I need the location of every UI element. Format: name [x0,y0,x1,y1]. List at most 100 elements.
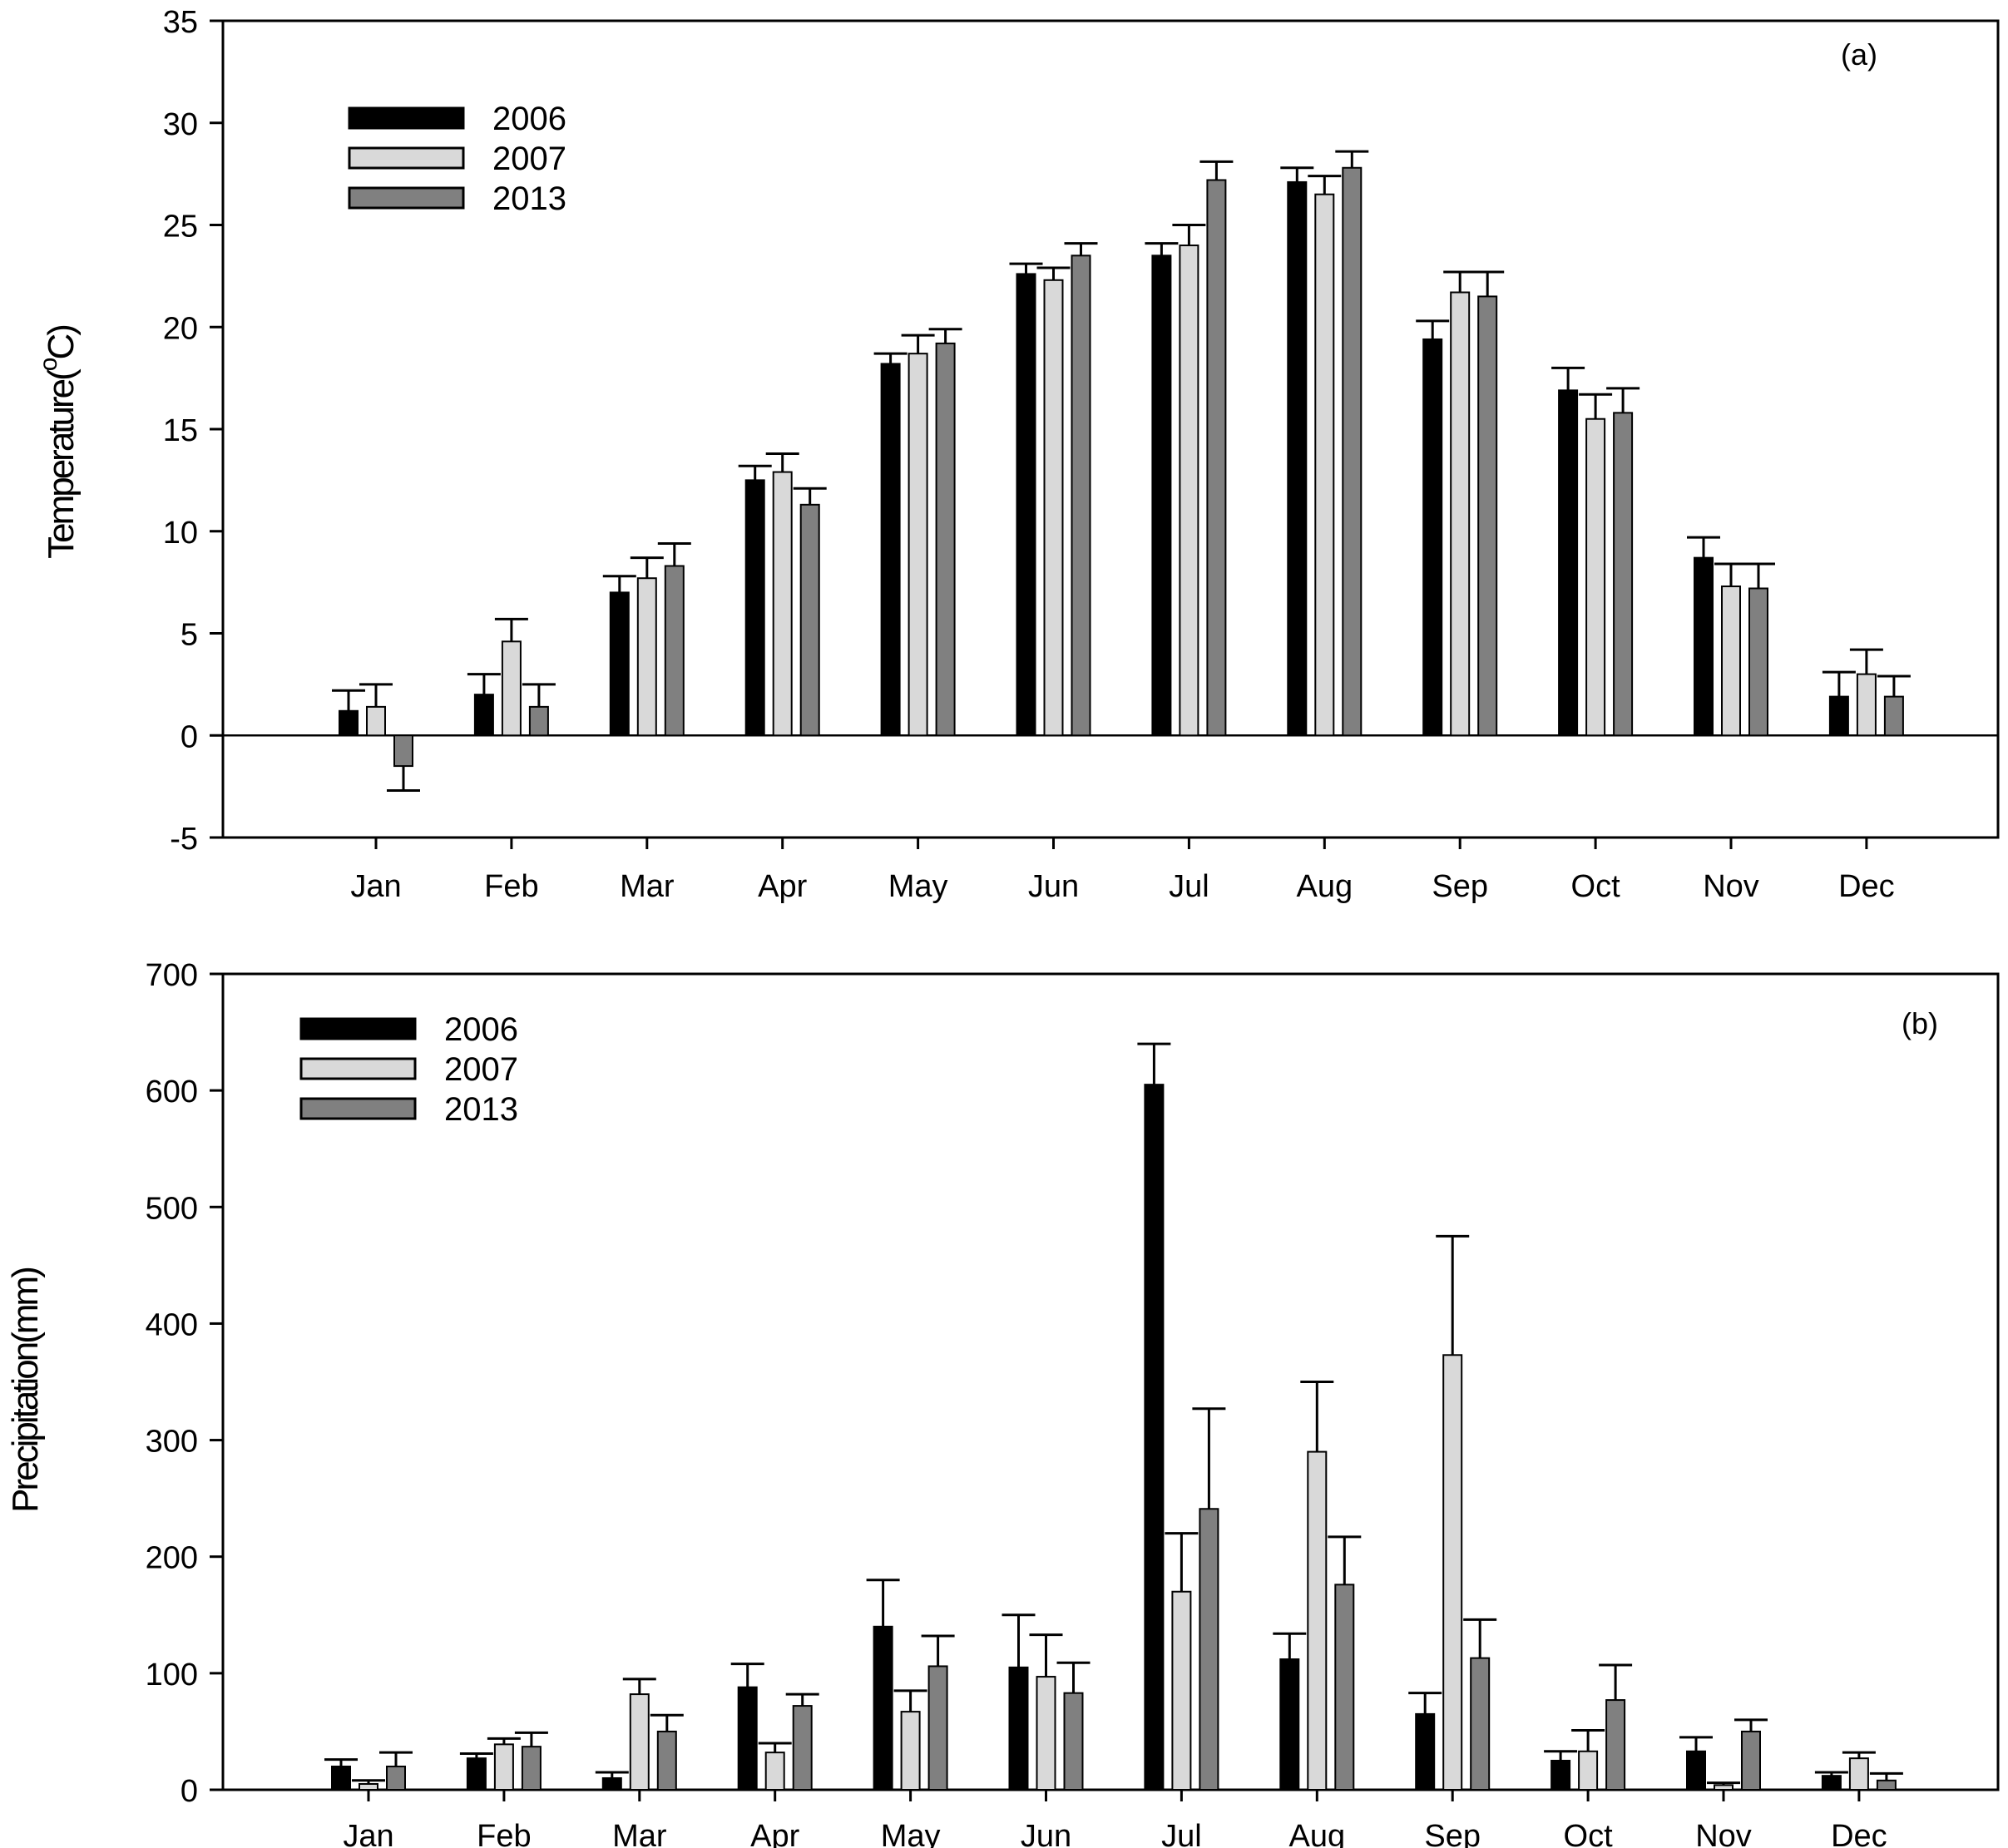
bar-2007-may [908,353,928,737]
x-tick-label: May [881,1819,941,1848]
bar-2007-jul [1179,245,1199,737]
bar-2013-feb [528,705,549,737]
bar-2007-apr [772,471,793,737]
y-axis-title: Precipitation(mm) [5,1268,46,1513]
y-tick-label: 600 [146,1075,198,1109]
bar-2013-oct [1605,1699,1626,1791]
bar-2007-jun [1036,1676,1056,1791]
bar-2007-nov [1714,1784,1734,1791]
y-axis-title-unit: C) [41,326,82,360]
y-tick-label: 20 [163,311,198,346]
bar-2007-oct [1578,1750,1599,1791]
bar-2013-may [935,342,956,737]
x-tick-label: Apr [750,1819,799,1848]
x-tick-label: Jul [1169,869,1209,904]
y-tick-label: 0 [181,1774,198,1809]
bar-2007-dec [1856,673,1877,737]
bar-series [332,150,1911,793]
bar-2006-apr [737,1686,758,1791]
x-tick-label: Nov [1703,869,1759,904]
bar-2006-dec [1828,695,1849,737]
y-tick-label: 700 [146,958,198,993]
legend-swatch-2006 [348,106,465,130]
bar-2013-oct [1613,412,1634,737]
bar-2013-apr [792,1705,813,1791]
legend-label-2007: 2007 [444,1051,518,1088]
bar-2013-aug [1342,166,1363,737]
y-tick-label: 10 [163,516,198,551]
legend-label-2007: 2007 [492,141,566,177]
x-tick-label: Mar [620,869,675,904]
y-tick-label: 200 [146,1541,198,1576]
bar-2006-sep [1415,1712,1436,1791]
legend-swatch-2013 [348,186,465,210]
bar-2007-dec [1848,1757,1869,1791]
y-axis-title: Temperature(oC) [35,326,82,559]
x-tick-label: Aug [1296,869,1353,904]
bar-2006-jul [1151,254,1172,737]
y-tick-label: 30 [163,107,198,142]
bar-2006-may [880,363,901,737]
legend-label-2013: 2013 [492,180,566,217]
y-tick-label: 0 [181,719,198,754]
y-tick-label: -5 [170,822,198,857]
bar-2006-mar [601,1776,622,1791]
legend-swatch-2013 [299,1097,417,1120]
y-tick-label: 100 [146,1658,198,1692]
bar-2013-jan [386,1765,406,1791]
bar-2006-dec [1821,1775,1842,1791]
bar-2007-jan [359,1782,378,1791]
bar-2013-jun [1063,1692,1084,1791]
x-tick-label: Feb [477,1819,531,1848]
x-tick-label: Sep [1432,869,1488,904]
bar-2013-dec [1883,695,1904,737]
x-tick-label: Jan [350,869,401,904]
bar-2013-aug [1334,1584,1355,1791]
x-tick-label: Apr [758,869,807,904]
x-tick-label: Jul [1161,1819,1202,1848]
x-axis: Jan Feb Mar Apr May Jun Jul Aug Sep Oct Nov Dec [350,838,1895,904]
bar-2007-jan [366,705,386,737]
legend-label-2013: 2013 [444,1091,518,1128]
bar-2013-sep [1477,295,1498,737]
bar-2007-aug [1307,1450,1328,1791]
bar-2007-feb [501,640,522,737]
bar-2007-may [900,1711,921,1791]
legend-label-2006: 2006 [444,1011,518,1048]
y-tick-label: 35 [163,5,198,40]
y-axis-title-main: Temperature( [41,368,82,559]
bar-2007-feb [493,1743,514,1791]
bar-2006-feb [473,694,494,737]
bar-2006-oct [1558,389,1579,737]
bar-2006-may [873,1625,893,1791]
legend-swatch-2007 [299,1057,417,1080]
temperature-chart: -5 0 5 10 15 20 25 30 35 Jan Feb Mar Apr May Jun Jul Au… [35,5,2000,904]
y-tick-label: 500 [146,1191,198,1226]
x-tick-label: Jun [1021,1819,1071,1848]
x-tick-label: Jun [1028,869,1079,904]
x-tick-label: Mar [612,1819,667,1848]
bar-2006-oct [1551,1759,1571,1791]
bar-2013-feb [521,1746,542,1791]
bar-2006-jun [1008,1666,1029,1791]
y-tick-label: 5 [181,618,198,653]
y-tick-label: 400 [146,1307,198,1342]
bar-2013-nov [1741,1730,1761,1791]
bar-2007-jun [1043,279,1064,737]
bar-2013-sep [1470,1657,1491,1791]
bar-2007-oct [1585,418,1606,737]
bar-2006-jan [339,709,359,737]
x-tick-label: Aug [1288,1819,1345,1848]
bar-2013-jun [1071,254,1091,737]
x-axis: Jan Feb Mar Apr May Jun Jul Aug Sep Oct Nov Dec [343,1790,1887,1848]
precipitation-chart: 0 100 200 300 400 500 600 700 Jan Feb Mar Apr May Ju… [5,958,2000,1848]
panel-label: (b) [1902,1006,1938,1040]
bar-2006-aug [1279,1658,1300,1791]
x-tick-label: May [888,869,948,904]
bar-2006-jun [1016,273,1036,737]
y-tick-label: 25 [163,210,198,245]
x-tick-label: Feb [484,869,538,904]
y-tick-label: 15 [163,413,198,448]
